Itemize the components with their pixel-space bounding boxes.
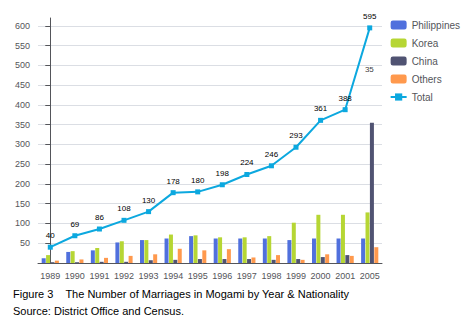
svg-text:198: 198 (216, 169, 230, 178)
svg-text:388: 388 (338, 94, 352, 103)
svg-text:350: 350 (15, 120, 30, 130)
svg-text:550: 550 (15, 41, 30, 51)
svg-text:1997: 1997 (237, 271, 257, 281)
svg-text:50: 50 (20, 238, 30, 248)
svg-text:2001: 2001 (335, 271, 355, 281)
svg-text:1992: 1992 (114, 271, 134, 281)
svg-text:86: 86 (95, 213, 104, 222)
svg-text:300: 300 (15, 139, 30, 149)
svg-text:1993: 1993 (139, 271, 159, 281)
svg-text:2000: 2000 (311, 271, 331, 281)
svg-text:500: 500 (15, 60, 30, 70)
svg-text:224: 224 (240, 158, 254, 167)
svg-text:40: 40 (46, 231, 55, 240)
svg-text:600: 600 (15, 21, 30, 31)
svg-text:Source: District Office and Ce: Source: District Office and Census. (13, 305, 184, 317)
svg-text:246: 246 (265, 150, 279, 159)
svg-text:361: 361 (314, 104, 328, 113)
svg-text:2005: 2005 (360, 271, 380, 281)
svg-text:1995: 1995 (188, 271, 208, 281)
svg-text:Korea: Korea (412, 38, 439, 49)
svg-text:1990: 1990 (65, 271, 85, 281)
svg-text:178: 178 (166, 177, 180, 186)
svg-text:200: 200 (15, 179, 30, 189)
svg-text:Others: Others (412, 74, 442, 85)
svg-text:China: China (412, 56, 439, 67)
svg-text:35: 35 (365, 65, 374, 74)
svg-text:450: 450 (15, 80, 30, 90)
svg-text:293: 293 (289, 131, 303, 140)
svg-text:100: 100 (15, 218, 30, 228)
svg-text:Figure 3 The Number of Marr: Figure 3 The Number of Marriages in Moga… (13, 288, 350, 300)
svg-text:595: 595 (363, 12, 377, 21)
svg-text:Total: Total (412, 92, 433, 103)
svg-text:1994: 1994 (163, 271, 183, 281)
svg-text:250: 250 (15, 159, 30, 169)
svg-text:1998: 1998 (261, 271, 281, 281)
svg-text:400: 400 (15, 100, 30, 110)
svg-text:1991: 1991 (89, 271, 109, 281)
svg-text:1999: 1999 (286, 271, 306, 281)
svg-text:150: 150 (15, 199, 30, 209)
svg-text:1996: 1996 (212, 271, 232, 281)
svg-text:180: 180 (191, 176, 205, 185)
svg-text:69: 69 (70, 220, 79, 229)
svg-text:1989: 1989 (40, 271, 60, 281)
svg-text:130: 130 (142, 196, 156, 205)
svg-text:108: 108 (117, 204, 131, 213)
svg-text:Philippines: Philippines (412, 20, 460, 31)
